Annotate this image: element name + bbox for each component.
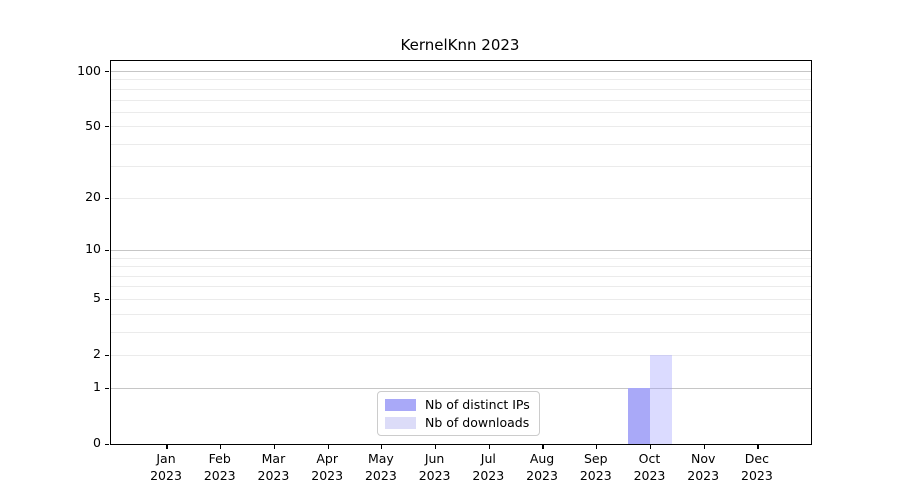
x-axis-tick	[435, 445, 437, 449]
x-axis-tick-label: Aug 2023	[526, 451, 558, 483]
gridline-minor	[111, 79, 811, 81]
y-axis-tick-label: 10	[85, 241, 101, 257]
bar-nb-of-distinct-ips	[628, 388, 651, 444]
y-axis-tick-labels: 0 1 2 5 10 20 50 100	[0, 60, 101, 449]
x-axis-tick	[542, 445, 544, 449]
gridline-minor	[111, 266, 811, 268]
y-axis-tick	[105, 126, 109, 128]
gridline-minor	[111, 99, 811, 101]
y-axis-tick-label: 2	[93, 346, 101, 362]
x-axis-tick	[220, 445, 222, 449]
legend-label: Nb of downloads	[425, 415, 530, 430]
y-axis-tick	[105, 354, 109, 357]
x-axis-tick-label: Mar 2023	[257, 451, 290, 483]
gridline-minor	[111, 88, 811, 90]
x-axis-tick	[166, 445, 168, 449]
gridline-minor	[111, 298, 811, 300]
x-axis-tick-label: May 2023	[364, 451, 397, 483]
gridline-minor	[111, 111, 811, 113]
gridline-minor	[111, 331, 811, 333]
legend-swatch-icon	[385, 398, 416, 411]
x-axis-tick	[703, 445, 705, 449]
gridline-major	[111, 249, 811, 251]
gridline-minor	[111, 275, 811, 277]
x-axis-tick-label: Oct 2023	[633, 451, 666, 483]
gridline-major	[111, 71, 811, 73]
x-axis-tick-label: Jul 2023	[472, 451, 505, 483]
y-axis-tick	[105, 298, 109, 301]
y-axis-tick	[105, 71, 109, 73]
gridline-minor	[111, 166, 811, 168]
x-axis-tick	[649, 445, 652, 449]
legend-item: Nb of downloads	[385, 415, 530, 430]
x-axis-tick	[488, 445, 490, 449]
y-axis-tick	[105, 387, 109, 389]
y-axis-tick-label: 50	[85, 117, 101, 133]
gridline-minor	[111, 286, 811, 288]
gridline-minor	[111, 197, 811, 199]
y-axis-tick-label: 5	[93, 290, 101, 306]
gridline-minor	[111, 257, 811, 259]
x-axis-tick-label: Apr 2023	[311, 451, 344, 483]
gridline-minor	[111, 126, 811, 128]
y-axis-tick-label: 20	[85, 189, 101, 205]
x-axis-tick	[757, 445, 759, 449]
y-axis-tick-label: 100	[77, 62, 101, 78]
legend-item: Nb of distinct IPs	[385, 397, 530, 412]
y-axis-tick	[105, 249, 109, 252]
y-axis-tick	[105, 197, 109, 199]
x-axis-tick	[273, 445, 276, 449]
x-axis-tick-label: Jun 2023	[418, 451, 451, 483]
x-axis-tick-label: Nov 2023	[687, 451, 720, 483]
gridline-minor	[111, 313, 811, 315]
gridline-minor	[111, 354, 811, 356]
y-axis-tick	[105, 443, 109, 445]
y-axis-tick-label: 0	[93, 435, 101, 450]
gridline-minor	[111, 143, 811, 145]
x-axis-tick	[327, 445, 329, 449]
plot-area	[105, 60, 812, 449]
x-axis-tick-label: Jan 2023	[150, 451, 182, 483]
x-axis-tick	[381, 445, 383, 449]
legend: Nb of distinct IPs Nb of downloads	[377, 391, 540, 436]
x-axis-tick-label: Feb 2023	[203, 451, 236, 483]
legend-swatch-icon	[385, 416, 416, 429]
gridline-major	[111, 387, 811, 389]
y-axis-tick-label: 1	[93, 379, 101, 395]
chart-title: KernelKnn 2023	[400, 36, 520, 54]
x-axis-tick-label: Sep 2023	[579, 451, 612, 483]
x-axis-tick	[596, 445, 598, 449]
bar-nb-of-downloads	[650, 355, 673, 444]
legend-label: Nb of distinct IPs	[425, 397, 530, 412]
x-axis-tick-label: Dec 2023	[741, 451, 773, 483]
